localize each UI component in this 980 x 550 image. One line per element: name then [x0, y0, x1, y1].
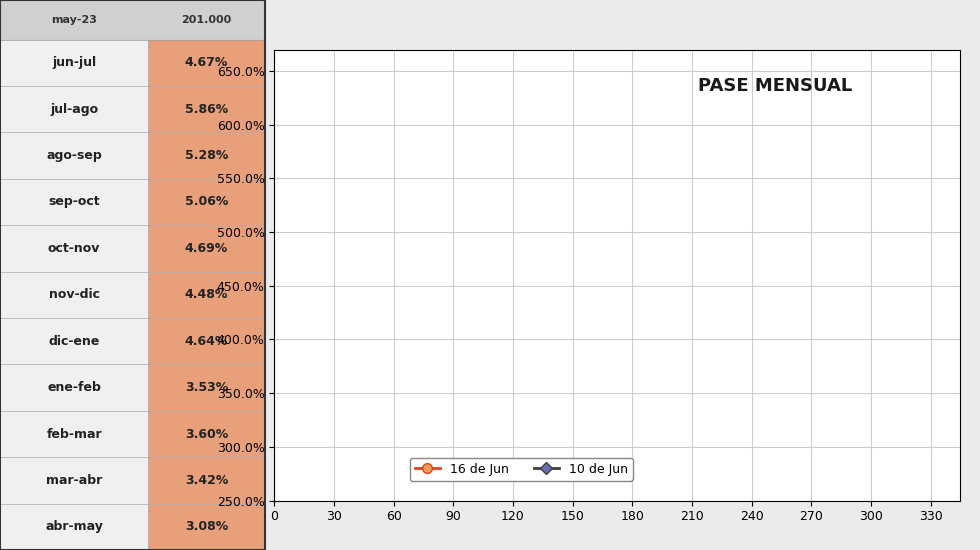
Bar	[0, 272, 148, 318]
Bar	[148, 504, 265, 550]
Text: ene-feb: ene-feb	[47, 381, 101, 394]
Text: 4.48%: 4.48%	[184, 288, 228, 301]
Bar	[0, 179, 148, 225]
Text: 4.67%: 4.67%	[184, 56, 228, 69]
Text: dic-ene: dic-ene	[48, 335, 100, 348]
Bar	[0, 411, 148, 457]
Bar	[0, 40, 148, 86]
Bar	[0, 457, 148, 504]
Bar	[0, 0, 265, 40]
Bar	[148, 318, 265, 365]
Text: PASE MENSUAL: PASE MENSUAL	[698, 76, 853, 95]
Text: 3.53%: 3.53%	[185, 381, 228, 394]
Text: jun-jul: jun-jul	[52, 56, 96, 69]
Text: sep-oct: sep-oct	[48, 195, 100, 208]
Bar	[0, 225, 148, 272]
Bar	[0, 133, 148, 179]
Text: jul-ago: jul-ago	[50, 103, 98, 115]
Bar	[148, 365, 265, 411]
Bar	[148, 411, 265, 457]
Bar	[0, 365, 148, 411]
Text: 201.000: 201.000	[181, 15, 231, 25]
Bar	[0, 504, 148, 550]
Text: 5.06%: 5.06%	[184, 195, 228, 208]
Bar	[0, 86, 148, 133]
Text: 3.42%: 3.42%	[184, 474, 228, 487]
Bar	[148, 133, 265, 179]
Text: feb-mar: feb-mar	[46, 427, 102, 441]
Bar	[148, 40, 265, 86]
Text: abr-may: abr-may	[45, 520, 103, 534]
Text: ago-sep: ago-sep	[46, 149, 102, 162]
Text: 5.86%: 5.86%	[185, 103, 228, 115]
Bar	[148, 179, 265, 225]
Text: 3.60%: 3.60%	[185, 427, 228, 441]
Bar	[0, 318, 148, 365]
Text: nov-dic: nov-dic	[49, 288, 100, 301]
Bar	[148, 272, 265, 318]
Text: mar-abr: mar-abr	[46, 474, 102, 487]
Text: 4.64%: 4.64%	[184, 335, 228, 348]
Text: 5.28%: 5.28%	[184, 149, 228, 162]
Bar	[148, 86, 265, 133]
Text: 4.69%: 4.69%	[185, 242, 228, 255]
Text: 3.08%: 3.08%	[185, 520, 228, 534]
Bar	[148, 225, 265, 272]
Text: may-23: may-23	[51, 15, 97, 25]
Text: oct-nov: oct-nov	[48, 242, 100, 255]
Legend: 16 de Jun, 10 de Jun: 16 de Jun, 10 de Jun	[410, 458, 633, 481]
Bar	[148, 457, 265, 504]
